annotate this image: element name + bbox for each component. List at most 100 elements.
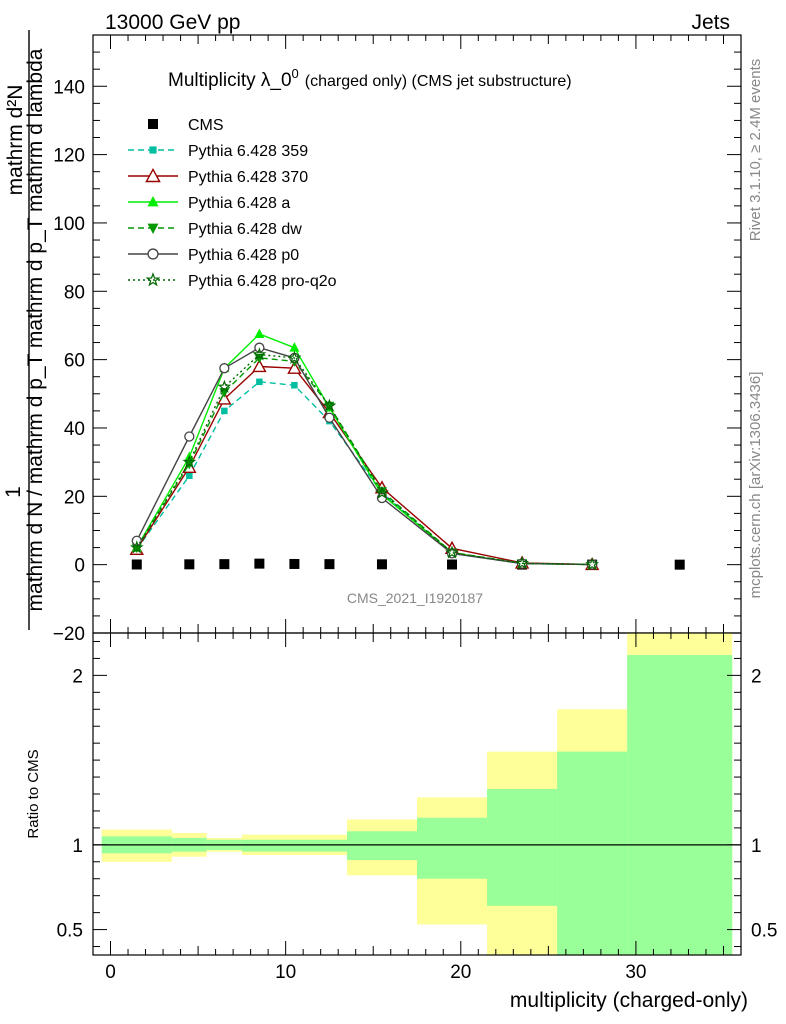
series-line bbox=[136, 357, 593, 566]
main-y-axis-label: 1 mathrm d²N mathrm d N / mathrm d p_T m… bbox=[2, 30, 47, 630]
y-tick-label: 140 bbox=[53, 77, 85, 98]
series-cms bbox=[131, 558, 685, 570]
data-point bbox=[184, 559, 195, 570]
y-tick-label: 20 bbox=[64, 487, 85, 508]
series-pythia-6-428-359 bbox=[133, 378, 596, 568]
legend-marker bbox=[147, 223, 159, 235]
data-point bbox=[254, 558, 265, 569]
stat-uncertainty-band bbox=[346, 831, 417, 861]
ratio-y-tick-label-right: 2 bbox=[751, 666, 762, 687]
series-line bbox=[136, 365, 593, 566]
x-tick-label: 10 bbox=[275, 962, 296, 983]
legend-label: Pythia 6.428 dw bbox=[188, 221, 302, 238]
ratio-x-ticks: 0 10 20 30 bbox=[105, 633, 724, 983]
series-line bbox=[136, 381, 593, 566]
data-point bbox=[221, 407, 228, 415]
y-tick-label: 100 bbox=[53, 214, 85, 235]
data-point bbox=[252, 347, 267, 361]
legend-label: Pythia 6.428 p0 bbox=[188, 247, 299, 264]
y-tick-label: −20 bbox=[53, 624, 85, 645]
series-pythia-6-428-a bbox=[131, 328, 598, 569]
legend-label: Pythia 6.428 370 bbox=[188, 169, 308, 186]
mcplots-source-label: mcplots.cern.ch [arXiv:1306.3436] bbox=[747, 372, 764, 599]
y-label-numerator: 1 bbox=[2, 486, 25, 498]
y-tick-label: 120 bbox=[53, 146, 85, 167]
data-point bbox=[445, 545, 460, 559]
legend-item: Pythia 6.428 359 bbox=[128, 143, 308, 160]
data-point bbox=[515, 555, 529, 570]
data-point bbox=[254, 328, 265, 338]
y-tick-label: 40 bbox=[64, 419, 85, 440]
y-tick-label: 0 bbox=[74, 556, 85, 577]
stat-uncertainty-band bbox=[557, 751, 628, 955]
series-pythia-6-428-p0 bbox=[131, 342, 598, 570]
data-point bbox=[219, 559, 230, 570]
plot-title: Multiplicity λ_00 (charged only) (CMS jet… bbox=[168, 66, 572, 91]
data-point bbox=[447, 559, 458, 570]
y-label-top-fraction: mathrm d²N bbox=[4, 85, 27, 196]
series-line bbox=[136, 333, 593, 566]
legend-marker bbox=[145, 272, 161, 287]
ratio-y-tick-label: 2 bbox=[72, 666, 83, 687]
y-label-denominator: mathrm d N / mathrm d p_T mathrm d p_T m… bbox=[24, 48, 47, 611]
data-point bbox=[287, 360, 302, 374]
data-point bbox=[374, 485, 389, 499]
ratio-y-label: Ratio to CMS bbox=[25, 749, 42, 838]
data-point bbox=[291, 382, 298, 389]
ratio-y-tick-label-right: 1 bbox=[751, 836, 762, 857]
series-line bbox=[136, 346, 593, 566]
main-plot-panel: −20 0 20 40 60 80 100 120 140 bbox=[53, 34, 742, 645]
legend-marker bbox=[148, 119, 158, 129]
data-point bbox=[585, 557, 600, 571]
legend-label: Pythia 6.428 pro-q2o bbox=[188, 273, 337, 290]
data-point bbox=[217, 379, 232, 393]
y-tick-label: 60 bbox=[64, 351, 85, 372]
ratio-y-tick-label: 1 bbox=[72, 836, 83, 857]
data-point bbox=[287, 350, 302, 364]
ratio-y-ticks: 0.5 0.5 1 1 2 2 bbox=[57, 640, 777, 948]
data-point bbox=[674, 559, 685, 570]
stat-uncertainty-band bbox=[417, 817, 488, 879]
legend-item: Pythia 6.428 pro-q2o bbox=[128, 272, 337, 290]
stat-uncertainty-band bbox=[241, 839, 347, 852]
ratio-plot-content bbox=[93, 633, 741, 955]
header-energy-label: 13000 GeV pp bbox=[105, 11, 240, 34]
legend-label: Pythia 6.428 a bbox=[188, 195, 290, 212]
legend-marker bbox=[145, 167, 161, 183]
analysis-watermark: CMS_2021_I1920187 bbox=[347, 590, 483, 606]
data-point bbox=[324, 559, 335, 570]
y-tick-label: 80 bbox=[64, 282, 85, 303]
rivet-version-label: Rivet 3.1.10, ≥ 2.4M events bbox=[747, 59, 764, 242]
stat-uncertainty-band bbox=[487, 788, 558, 906]
legend-label: Pythia 6.428 359 bbox=[188, 143, 308, 160]
legend-item: CMS bbox=[148, 117, 224, 134]
x-tick-label: 20 bbox=[450, 962, 471, 983]
legend-marker bbox=[149, 146, 157, 154]
legend-item: Pythia 6.428 dw bbox=[128, 221, 302, 238]
data-point bbox=[289, 342, 300, 352]
data-point bbox=[322, 398, 337, 412]
x-axis-label: multiplicity (charged-only) bbox=[510, 989, 748, 1012]
data-point bbox=[182, 454, 197, 469]
main-x-ticks bbox=[110, 35, 724, 633]
series-line bbox=[136, 353, 593, 566]
main-plot-content bbox=[129, 328, 685, 571]
data-point bbox=[129, 540, 144, 554]
data-point bbox=[184, 431, 195, 442]
series-pythia-6-428-pro-q2o bbox=[129, 347, 600, 571]
x-tick-label: 0 bbox=[105, 962, 116, 983]
data-point bbox=[252, 359, 267, 373]
data-point bbox=[186, 472, 193, 480]
legend-label: CMS bbox=[188, 117, 224, 134]
ratio-y-tick-label-right: 0.5 bbox=[751, 921, 777, 942]
legend-item: Pythia 6.428 a bbox=[128, 195, 290, 212]
legend-marker bbox=[147, 248, 159, 260]
ratio-y-tick-label: 0.5 bbox=[57, 921, 83, 942]
legend-marker bbox=[147, 195, 159, 207]
data-point bbox=[324, 412, 335, 423]
series-pythia-6-428-dw bbox=[131, 353, 598, 571]
data-point bbox=[256, 378, 263, 386]
stat-uncertainty-band bbox=[627, 655, 733, 955]
main-y-ticks: −20 0 20 40 60 80 100 120 140 bbox=[53, 51, 741, 645]
